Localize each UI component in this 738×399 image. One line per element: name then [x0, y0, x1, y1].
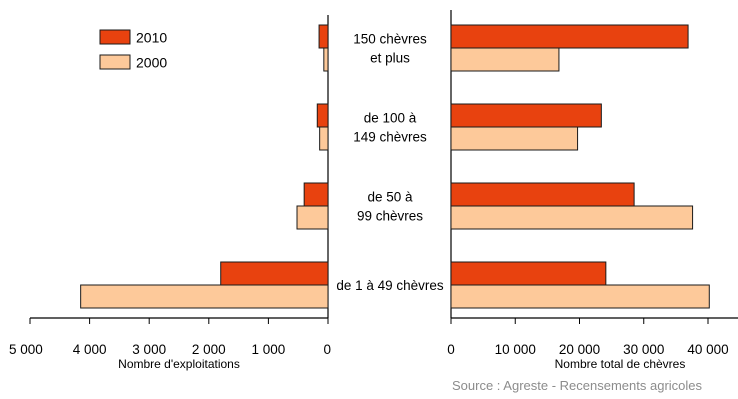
legend: 2010 2000: [99, 29, 167, 71]
right-x-tick-label: 30 000: [623, 342, 664, 357]
left-x-tick-label: 4 000: [73, 342, 107, 357]
legend-label-2000: 2000: [136, 55, 167, 71]
category-label-de-100-a-149-chevres: 149 chèvres: [353, 130, 427, 145]
right-x-tick-label: 10 000: [495, 342, 536, 357]
left-x-tick-label: 3 000: [132, 342, 166, 357]
right-bar-2010-de-1-a-49-chevres: [450, 261, 607, 286]
category-label-150-chevres-et-plus: et plus: [370, 51, 410, 66]
left-bar-2010-de-1-a-49-chevres: [220, 261, 329, 286]
left-x-tick-label: 2 000: [192, 342, 226, 357]
left-panel-exploitations: 5 000 4 000 3 000 2 000 1 000 0 Nombre d'explo…: [9, 15, 331, 371]
left-bar-2000-de-50-a-99-chevres: [296, 205, 329, 230]
left-bar-2010-de-100-a-149-chevres: [316, 103, 329, 128]
category-label-150-chevres-et-plus: 150 chèvres: [353, 32, 427, 47]
right-bar-2000-150-chevres-et-plus: [450, 47, 560, 72]
category-label-de-50-a-99-chevres: 99 chèvres: [357, 209, 423, 224]
legend-swatch-2000: [99, 54, 131, 70]
right-bar-2010-150-chevres-et-plus: [450, 24, 689, 49]
category-label-de-1-a-49-chevres: de 1 à 49 chèvres: [336, 278, 444, 293]
right-x-tick-label: 20 000: [559, 342, 600, 357]
right-x-tick-label: 40 000: [687, 342, 728, 357]
legend-swatch-2010: [99, 29, 131, 45]
category-label-de-50-a-99-chevres: de 50 à: [367, 190, 413, 205]
left-x-tick-label: 5 000: [9, 342, 43, 357]
right-bar-2000-de-50-a-99-chevres: [450, 205, 694, 230]
left-bar-2000-de-100-a-149-chevres: [319, 126, 329, 151]
left-bar-2000-de-1-a-49-chevres: [80, 284, 329, 309]
left-x-axis-title: Nombre d'exploitations: [118, 357, 240, 371]
category-labels: 150 chèvres et plus de 100 à 149 chèvres de …: [336, 32, 444, 294]
source-note: Source : Agreste - Recensements agricole…: [452, 378, 703, 393]
right-bar-2000-de-100-a-149-chevres: [450, 126, 579, 151]
left-x-tick-label: 1 000: [252, 342, 286, 357]
left-bar-2010-de-50-a-99-chevres: [303, 182, 329, 207]
right-bar-2000-de-1-a-49-chevres: [450, 284, 710, 309]
category-label-de-100-a-149-chevres: de 100 à: [364, 111, 417, 126]
right-x-axis-title: Nombre total de chèvres: [555, 357, 686, 371]
legend-label-2010: 2010: [136, 30, 167, 46]
left-bar-2000-150-chevres-et-plus: [323, 47, 329, 72]
right-bar-2010-de-50-a-99-chevres: [450, 182, 635, 207]
right-bar-2010-de-100-a-149-chevres: [450, 103, 602, 128]
left-bar-2010-150-chevres-et-plus: [318, 24, 329, 49]
right-x-tick-label: 0: [447, 342, 455, 357]
left-x-tick-label: 0: [323, 342, 331, 357]
